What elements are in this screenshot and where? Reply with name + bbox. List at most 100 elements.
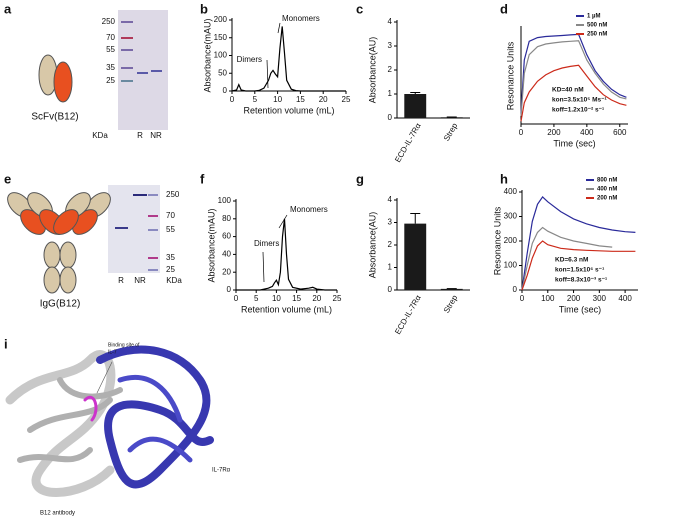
y-tick-label: 150 — [214, 33, 228, 42]
unit-label: KDa — [166, 276, 182, 285]
y-tick-label: 20 — [222, 267, 231, 276]
x-tick-label: 600 — [613, 128, 627, 137]
y-tick-label: 60 — [222, 232, 231, 241]
error-bar — [410, 213, 421, 224]
annotation-arrow — [277, 22, 281, 34]
marker-label: 250 — [166, 190, 180, 199]
x-tick-label: 20 — [312, 294, 321, 303]
x-axis-label: Time (sec) — [559, 304, 601, 314]
y-tick-label: 200 — [504, 236, 518, 245]
x-tick-label: ECD-IL-7Rα — [393, 293, 423, 336]
marker-label: 55 — [106, 45, 115, 54]
y-tick-label: 40 — [222, 250, 231, 259]
x-tick-label: 25 — [333, 294, 342, 303]
y-tick-label: 400 — [504, 187, 518, 196]
data-line — [236, 218, 337, 291]
marker-label: 55 — [166, 225, 175, 234]
y-tick-label: 2 — [388, 240, 393, 249]
bar — [440, 288, 463, 290]
panel-letter: h — [500, 171, 508, 186]
y-axis-label: Absorbance(AU) — [367, 37, 377, 104]
domain — [53, 61, 73, 103]
x-axis-label: Retention volume (mL) — [243, 105, 334, 115]
y-tick-label: 2 — [388, 65, 393, 74]
x-tick-label: 5 — [253, 95, 258, 104]
annotation: kon=1.5x10⁶ s⁻¹ — [555, 267, 604, 274]
y-tick-label: 0 — [223, 86, 228, 95]
panel-letter: i — [4, 336, 8, 351]
y-tick-label: 100 — [504, 261, 518, 270]
annotation-arrow — [278, 214, 288, 229]
bar — [404, 223, 427, 290]
annotation: Dimers — [254, 239, 279, 248]
y-tick-label: 1 — [388, 263, 393, 272]
marker-label: 25 — [106, 76, 115, 85]
x-tick-label: 5 — [254, 294, 259, 303]
y-axis-label: Absorbance(mAU) — [202, 18, 212, 92]
annotation: Monomers — [290, 205, 328, 214]
data-line — [521, 226, 613, 291]
y-tick-label: 50 — [218, 68, 227, 77]
panel-letter: f — [200, 171, 205, 186]
annotation: koff=1.2x10⁻² s⁻¹ — [552, 107, 604, 114]
x-tick-label: 10 — [272, 294, 281, 303]
diagram-label: ScFv(B12) — [31, 112, 78, 123]
y-tick-label: 0 — [388, 285, 393, 294]
marker-label: 25 — [166, 265, 175, 274]
annotation: Dimers — [237, 55, 262, 64]
y-tick-label: 100 — [214, 51, 228, 60]
data-line — [521, 240, 636, 291]
annotation: koff=8.3x10⁻³ s⁻¹ — [555, 277, 607, 284]
gel-bands — [121, 21, 162, 82]
x-tick-label: 200 — [547, 128, 561, 137]
y-axis-label: Resonance Units — [492, 206, 502, 275]
data-line — [520, 33, 627, 114]
legend-label: 400 nM — [597, 187, 617, 193]
x-tick-label: 25 — [342, 95, 351, 104]
y-axis-label: Absorbance(mAU) — [206, 208, 216, 282]
y-tick-label: 0 — [513, 285, 518, 294]
data-line — [521, 195, 636, 291]
x-axis-label: Time (sec) — [553, 138, 595, 148]
data-line — [520, 40, 627, 117]
legend-label: 200 nM — [597, 196, 617, 202]
x-tick-label: 100 — [541, 294, 555, 303]
annotation: kon=3.5x10⁵ Ms⁻¹ — [552, 97, 607, 104]
error-bar — [410, 92, 421, 94]
x-tick-label: 15 — [292, 294, 301, 303]
y-tick-label: 3 — [388, 41, 393, 50]
legend-label: 250 nM — [587, 32, 607, 38]
x-tick-label: 300 — [593, 294, 607, 303]
panel-letter: d — [500, 1, 508, 16]
marker-label: 250 — [102, 17, 116, 26]
x-tick-label: 200 — [567, 294, 581, 303]
gel-bands — [115, 194, 158, 271]
structure-label: B12 antibody — [40, 511, 75, 517]
x-tick-label: 400 — [580, 128, 594, 137]
y-tick-label: 80 — [222, 214, 231, 223]
x-tick-label: 20 — [319, 95, 328, 104]
bar — [404, 94, 427, 118]
marker-label: 70 — [166, 211, 175, 220]
panel-letter: b — [200, 1, 208, 16]
panel-letter: a — [4, 1, 12, 16]
legend-label: 800 nM — [597, 178, 617, 184]
panel-letter: g — [356, 171, 364, 186]
unit-label: KDa — [92, 131, 108, 140]
lane-label: R — [118, 276, 124, 285]
protein-structure — [5, 345, 214, 497]
y-axis-label: Resonance Units — [505, 41, 515, 110]
y-axis-label: Absorbance(AU) — [367, 212, 377, 279]
data-line — [520, 64, 627, 122]
data-line — [231, 26, 346, 92]
bar — [440, 117, 463, 118]
antibody-diagram — [7, 192, 111, 294]
x-tick-label: 15 — [296, 95, 305, 104]
lane-label: R — [137, 131, 143, 140]
axis — [521, 190, 638, 291]
annotation: KD=40 nM — [552, 87, 584, 94]
annotation: KD=6.3 nM — [555, 257, 588, 264]
structure-label: IL-7Rα — [212, 468, 231, 474]
y-tick-label: 0 — [388, 113, 393, 122]
